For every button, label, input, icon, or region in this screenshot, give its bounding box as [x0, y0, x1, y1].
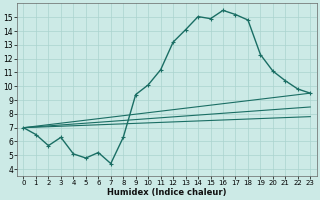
X-axis label: Humidex (Indice chaleur): Humidex (Indice chaleur) [107, 188, 227, 197]
